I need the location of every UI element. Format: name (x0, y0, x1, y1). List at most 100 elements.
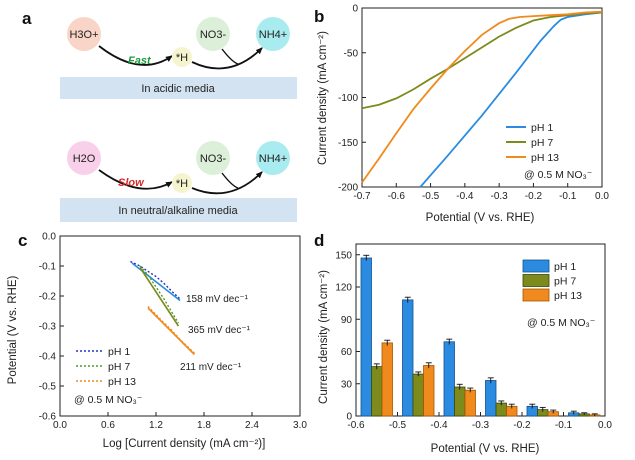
panel-c-letter: c (18, 231, 27, 250)
slope-label-ph13: 211 mV dec⁻¹ (180, 362, 242, 373)
no3-label: NO3- (200, 29, 227, 41)
plot-b-legend-label: pH 7 (531, 137, 553, 149)
plot-d-ytick-label: 120 (335, 283, 352, 294)
plot-d-bar (485, 380, 497, 417)
panel-b-annotation: @ 0.5 M NO₃⁻ (524, 169, 592, 181)
panel-c-annotation: @ 0.5 M NO₃⁻ (74, 394, 142, 406)
plot-c-xtick-label: 2.4 (245, 420, 259, 431)
no3-circle (196, 17, 230, 51)
panel-c-ylabel: Potential (V vs. RHE) (7, 276, 19, 385)
plot-d-bar (371, 366, 383, 417)
no3-circle-2 (196, 141, 230, 175)
plot-b-ytick-label: -200 (338, 183, 358, 194)
neutral-media-label: In neutral/alkaline media (118, 205, 238, 217)
plot-d-legend-swatch (522, 288, 550, 302)
plot-d-legend-swatch (522, 274, 550, 287)
plot-c-data-line-1 (130, 260, 181, 300)
panel-b: b -0.7 -0.6 -0.5 -0.4 -0.3 -0.2 -0.1 0.0 -200 -15… (314, 4, 609, 225)
nh4-label: NH4+ (259, 29, 287, 41)
plot-c-legend-label: pH 1 (108, 346, 130, 358)
plot-b-xtick-label: -0.2 (525, 191, 543, 202)
plot-c-data-line-2 (139, 265, 179, 324)
plot-d-xtick-label: -0.2 (513, 420, 531, 431)
plot-d-xtick-label: -0.1 (555, 420, 573, 431)
plot-c-legend-label: pH 13 (108, 376, 136, 388)
nh4-circle-2 (256, 141, 290, 175)
plot-d-xtick-label: -0.3 (472, 420, 490, 431)
plot-c-fit-line-1 (131, 262, 181, 302)
plot-d-bar (443, 341, 455, 417)
panel-d-ylabel: Current density (mA cm⁻²) (318, 270, 330, 404)
no3-join-line-2 (221, 172, 239, 189)
plot-c-ytick-label: 0.0 (42, 232, 56, 243)
panel-d-annotation: @ 0.5 M NO₃⁻ (527, 317, 595, 329)
panel-c-xlabel: Log [Current density (mA cm⁻²)] (103, 438, 266, 450)
plot-b-xtick-label: -0.4 (456, 191, 474, 202)
plot-b-series-line-3 (361, 10, 603, 184)
plot-d-ytick-label: 0 (346, 412, 352, 423)
plot-b-xtick-label: 0.0 (595, 191, 609, 202)
plot-c-ytick-label: -0.4 (39, 352, 57, 363)
panel-c: c 0.0 0.6 1.2 1.8 2.4 3.0 -0.6 -0.5 -0.4 -0.3 -0.2… (7, 231, 307, 450)
plot-b-legend-label: pH 1 (531, 122, 553, 134)
plot-b-xtick-label: -0.7 (353, 191, 371, 202)
panel-b-letter: b (314, 7, 324, 26)
plot-b-ytick-label: -100 (338, 93, 358, 104)
plot-d: -0.6 -0.5 -0.4 -0.3 -0.2 -0.1 0.0 0 30 60 90 120 150… (335, 243, 612, 431)
plot-c-data-line-3 (147, 306, 195, 354)
panel-a: a H3O+ Fast *H NO3- NH4+ In acidic media… (22, 9, 297, 222)
plot-d-xtick-label: -0.5 (389, 420, 407, 431)
plot-d-bar (381, 342, 393, 417)
panel-d: d -0.6 -0.5 -0.4 -0.3 -0.2 -0.1 0.0 0 30 60 90 120 1… (314, 231, 612, 455)
plot-c-fit-line-2 (139, 267, 180, 327)
plot-c-ytick-label: -0.3 (39, 322, 57, 333)
panel-d-letter: d (314, 231, 324, 250)
plot-b: -0.7 -0.6 -0.5 -0.4 -0.3 -0.2 -0.1 0.0 -200 -150 -… (338, 4, 609, 203)
fast-arrow (98, 45, 173, 66)
plot-d-bar (360, 257, 372, 417)
to-nh4-arrow-2 (191, 171, 263, 195)
h3o-circle (67, 17, 101, 51)
plot-d-bar (423, 365, 435, 417)
h-star-circle-2 (172, 173, 192, 193)
slow-arrow (98, 169, 173, 190)
plot-b-ytick-label: -150 (338, 138, 358, 149)
plot-d-ytick-label: 30 (341, 379, 353, 390)
neutral-banner (60, 198, 297, 222)
h-star-label-2: *H (176, 178, 188, 190)
no3-join-line (221, 48, 239, 65)
plot-c-ytick-label: -0.1 (39, 262, 57, 273)
plot-b-ytick-label: 0 (352, 4, 358, 15)
plot-d-xtick-label: -0.6 (347, 420, 365, 431)
plot-d-xtick-label: 0.0 (598, 420, 612, 431)
panel-a-letter: a (22, 9, 32, 28)
plot-c-ytick-label: -0.5 (39, 382, 57, 393)
plot-d-xtick-label: -0.4 (430, 420, 448, 431)
plot-b-xtick-label: -0.5 (422, 191, 440, 202)
plot-c-frame (59, 235, 301, 417)
to-nh4-arrow (191, 47, 263, 70)
plot-d-bar (412, 373, 424, 417)
nh4-circle (256, 17, 290, 51)
plot-d-bar (454, 386, 466, 417)
plot-d-ytick-label: 90 (341, 315, 353, 326)
plot-c-legend-label: pH 7 (108, 361, 130, 373)
plot-b-legend-label: pH 13 (531, 152, 559, 164)
plot-d-ytick-label: 150 (335, 250, 352, 261)
slope-label-ph1: 158 mV dec⁻¹ (186, 294, 249, 305)
nh4-label-2: NH4+ (259, 153, 287, 165)
acidic-banner (60, 77, 297, 99)
plot-c-xtick-label: 1.8 (197, 420, 211, 431)
plot-d-legend-swatch (522, 259, 550, 273)
plot-c-xtick-label: 3.0 (293, 420, 307, 431)
acidic-scheme: H3O+ Fast *H NO3- NH4+ In acidic media (60, 17, 297, 99)
plot-b-series-line-1 (419, 11, 603, 188)
plot-d-legend-label: pH 1 (554, 261, 576, 273)
h-star-label: *H (176, 52, 188, 64)
h2o-circle (67, 141, 101, 175)
h2o-label: H2O (73, 153, 96, 165)
plot-d-legend-label: pH 13 (554, 290, 582, 302)
plot-b-xtick-label: -0.6 (388, 191, 406, 202)
plot-d-bar (402, 299, 414, 417)
